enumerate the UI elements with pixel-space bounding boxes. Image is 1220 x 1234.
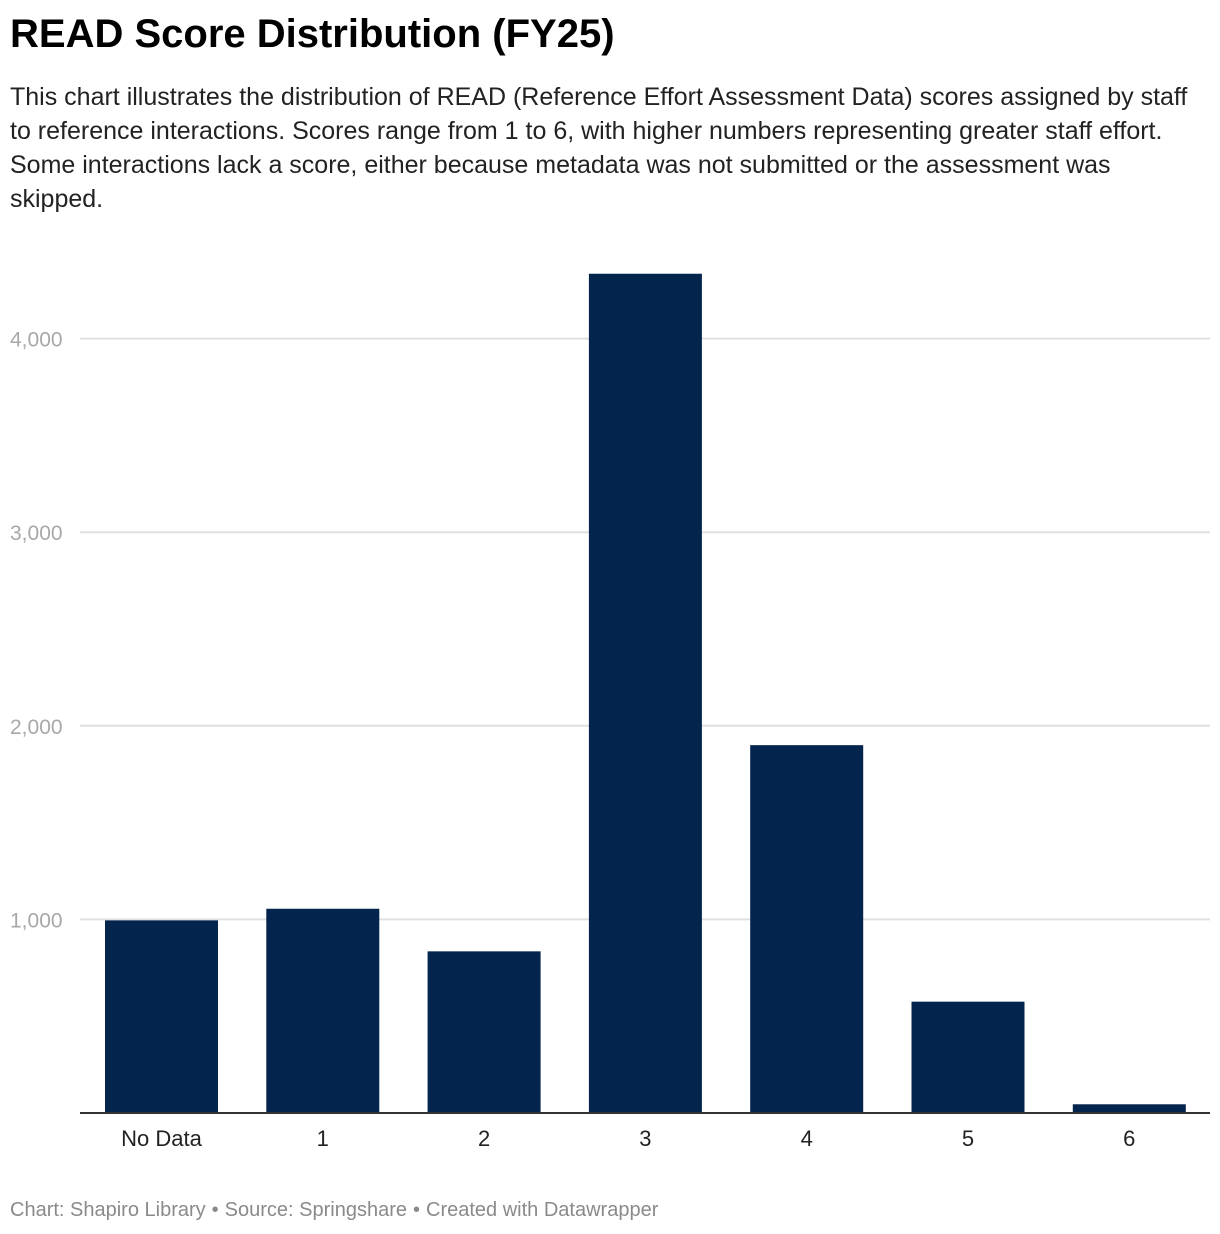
- x-tick-label: 6: [1123, 1126, 1135, 1151]
- bar-3: [588, 273, 702, 1113]
- x-tick-label: 3: [639, 1126, 651, 1151]
- bars: [105, 273, 1186, 1113]
- bar-5: [911, 1001, 1025, 1113]
- chart-credit: Chart: Shapiro Library: [10, 1199, 206, 1221]
- x-tick-label: 4: [801, 1126, 813, 1151]
- footer-separator: •: [211, 1199, 219, 1221]
- bar-chart: 1,000 2,000 3,000 4,000 No Data 1 2 3 4 5 6: [10, 273, 1210, 1151]
- x-tick-label: 1: [317, 1126, 329, 1151]
- bar-6: [1072, 1104, 1186, 1113]
- x-axis-labels: No Data 1 2 3 4 5 6: [121, 1126, 1135, 1151]
- x-tick-label: No Data: [121, 1126, 202, 1151]
- chart-subtitle: This chart illustrates the distribution …: [10, 83, 1188, 213]
- x-tick-label: 2: [478, 1126, 490, 1151]
- bar-4: [750, 745, 864, 1113]
- x-tick-label: 5: [962, 1126, 974, 1151]
- source-credit: Source: Springshare: [224, 1199, 407, 1221]
- created-with-credit: Created with Datawrapper: [426, 1199, 659, 1221]
- chart-footer: Chart: Shapiro Library • Source: Springsha…: [10, 1196, 658, 1224]
- y-tick-label: 4,000: [10, 329, 63, 352]
- chart-title: READ Score Distribution (FY25): [10, 12, 615, 56]
- y-tick-label: 2,000: [10, 716, 63, 739]
- bar-2: [427, 951, 541, 1113]
- bar-1: [266, 908, 380, 1113]
- footer-separator: •: [413, 1199, 421, 1221]
- y-tick-label: 1,000: [10, 909, 63, 932]
- y-tick-label: 3,000: [10, 522, 63, 545]
- bar-no-data: [105, 920, 218, 1113]
- y-axis-labels: 1,000 2,000 3,000 4,000: [10, 329, 63, 933]
